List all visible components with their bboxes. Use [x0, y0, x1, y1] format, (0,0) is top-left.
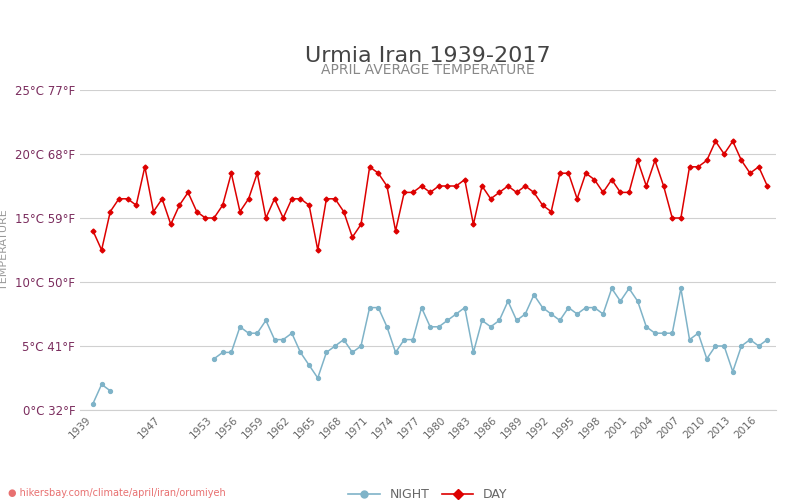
Y-axis label: TEMPERATURE: TEMPERATURE	[0, 210, 10, 290]
Text: APRIL AVERAGE TEMPERATURE: APRIL AVERAGE TEMPERATURE	[321, 63, 535, 77]
Legend: NIGHT, DAY: NIGHT, DAY	[343, 483, 513, 500]
Title: Urmia Iran 1939-2017: Urmia Iran 1939-2017	[305, 46, 551, 66]
Text: ● hikersbay.com/climate/april/iran/orumiyeh: ● hikersbay.com/climate/april/iran/orumi…	[8, 488, 226, 498]
